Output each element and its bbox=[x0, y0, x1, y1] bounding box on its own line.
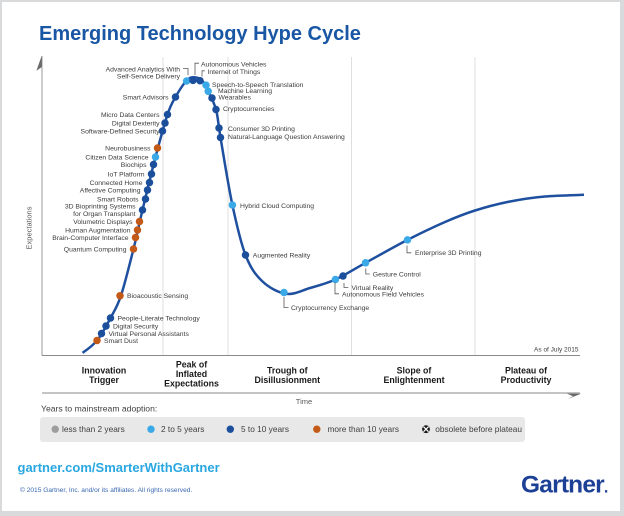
svg-text:Machine Learning: Machine Learning bbox=[218, 88, 272, 95]
svg-text:Volumetric Displays: Volumetric Displays bbox=[73, 219, 133, 226]
svg-text:Cryptocurrency Exchange: Cryptocurrency Exchange bbox=[291, 305, 369, 312]
svg-text:Autonomous Vehicles: Autonomous Vehicles bbox=[201, 61, 267, 68]
svg-text:Trigger: Trigger bbox=[89, 375, 119, 385]
svg-text:Emerging Technology Hype Cycle: Emerging Technology Hype Cycle bbox=[39, 23, 361, 45]
svg-text:Autonomous Field Vehicles: Autonomous Field Vehicles bbox=[342, 291, 425, 298]
svg-text:Human Augmentation: Human Augmentation bbox=[65, 227, 131, 234]
svg-text:Digital Security: Digital Security bbox=[113, 323, 159, 330]
svg-text:5 to 10 years: 5 to 10 years bbox=[241, 424, 289, 434]
svg-text:© 2015 Gartner, Inc. and/or it: © 2015 Gartner, Inc. and/or its affiliat… bbox=[20, 486, 192, 494]
svg-text:Natural-Language Question Answ: Natural-Language Question Answering bbox=[228, 134, 345, 141]
svg-text:for Organ Transplant: for Organ Transplant bbox=[73, 211, 135, 218]
svg-text:Affective Computing: Affective Computing bbox=[80, 187, 141, 194]
svg-text:Enlightenment: Enlightenment bbox=[383, 375, 444, 385]
svg-text:Smart Dust: Smart Dust bbox=[104, 338, 138, 345]
svg-text:Neurobusiness: Neurobusiness bbox=[105, 145, 151, 152]
svg-text:2 to 5 years: 2 to 5 years bbox=[161, 424, 204, 434]
svg-text:Gartner.: Gartner. bbox=[521, 472, 608, 499]
svg-text:Internet of Things: Internet of Things bbox=[208, 69, 261, 76]
svg-text:Consumer 3D Printing: Consumer 3D Printing bbox=[228, 126, 295, 133]
svg-text:Slope of: Slope of bbox=[397, 366, 432, 376]
svg-text:Gesture Control: Gesture Control bbox=[373, 271, 421, 278]
svg-text:Biochips: Biochips bbox=[121, 162, 147, 169]
svg-text:Disillusionment: Disillusionment bbox=[255, 375, 321, 385]
svg-text:Speech-to-Speech Translation: Speech-to-Speech Translation bbox=[212, 82, 304, 89]
svg-text:Trough of: Trough of bbox=[267, 366, 308, 376]
svg-text:Time: Time bbox=[296, 397, 312, 406]
svg-text:Expectations: Expectations bbox=[164, 379, 219, 389]
svg-text:As of July 2015: As of July 2015 bbox=[534, 347, 579, 354]
svg-text:Software-Defined Security: Software-Defined Security bbox=[81, 128, 161, 135]
svg-text:Bioacoustic Sensing: Bioacoustic Sensing bbox=[127, 293, 188, 300]
svg-text:Connected Home: Connected Home bbox=[90, 180, 143, 187]
svg-text:gartner.com/SmarterWithGartner: gartner.com/SmarterWithGartner bbox=[18, 460, 220, 475]
svg-text:Productivity: Productivity bbox=[501, 375, 552, 385]
svg-text:Brain-Computer Interface: Brain-Computer Interface bbox=[52, 235, 129, 242]
svg-text:Inflated: Inflated bbox=[176, 369, 207, 379]
svg-text:Citizen Data Science: Citizen Data Science bbox=[85, 154, 148, 161]
svg-text:Peak of: Peak of bbox=[176, 360, 207, 370]
svg-text:IoT Platform: IoT Platform bbox=[108, 171, 145, 178]
svg-text:Enterprise 3D Printing: Enterprise 3D Printing bbox=[415, 250, 482, 257]
svg-text:Hybrid Cloud Computing: Hybrid Cloud Computing bbox=[240, 203, 314, 210]
svg-text:Self-Service Delivery: Self-Service Delivery bbox=[117, 74, 181, 81]
svg-text:People-Literate Technology: People-Literate Technology bbox=[118, 315, 201, 322]
svg-text:Digital Dexterity: Digital Dexterity bbox=[112, 120, 160, 127]
svg-text:Wearables: Wearables bbox=[219, 95, 252, 102]
svg-text:obsolete before plateau: obsolete before plateau bbox=[435, 424, 522, 434]
svg-text:more than 10 years: more than 10 years bbox=[328, 424, 399, 434]
svg-text:Cryptocurrencies: Cryptocurrencies bbox=[223, 106, 275, 113]
svg-text:Smart Robots: Smart Robots bbox=[97, 196, 139, 203]
svg-text:Smart Advisors: Smart Advisors bbox=[123, 94, 169, 101]
svg-text:less than 2 years: less than 2 years bbox=[62, 424, 125, 434]
svg-text:Virtual Reality: Virtual Reality bbox=[352, 285, 394, 292]
svg-text:Years to mainstream adoption:: Years to mainstream adoption: bbox=[41, 404, 157, 414]
svg-text:Advanced Analytics With: Advanced Analytics With bbox=[106, 66, 181, 73]
svg-text:Plateau of: Plateau of bbox=[505, 366, 547, 376]
svg-text:3D Bioprinting Systems: 3D Bioprinting Systems bbox=[65, 204, 136, 211]
svg-text:Micro Data Centers: Micro Data Centers bbox=[101, 112, 160, 119]
svg-text:Quantum Computing: Quantum Computing bbox=[64, 246, 127, 253]
svg-text:Augmented Reality: Augmented Reality bbox=[253, 253, 311, 260]
svg-text:Innovation: Innovation bbox=[82, 366, 126, 376]
svg-text:Expectations: Expectations bbox=[25, 206, 34, 249]
svg-text:Virtual Personal Assistants: Virtual Personal Assistants bbox=[109, 331, 190, 338]
